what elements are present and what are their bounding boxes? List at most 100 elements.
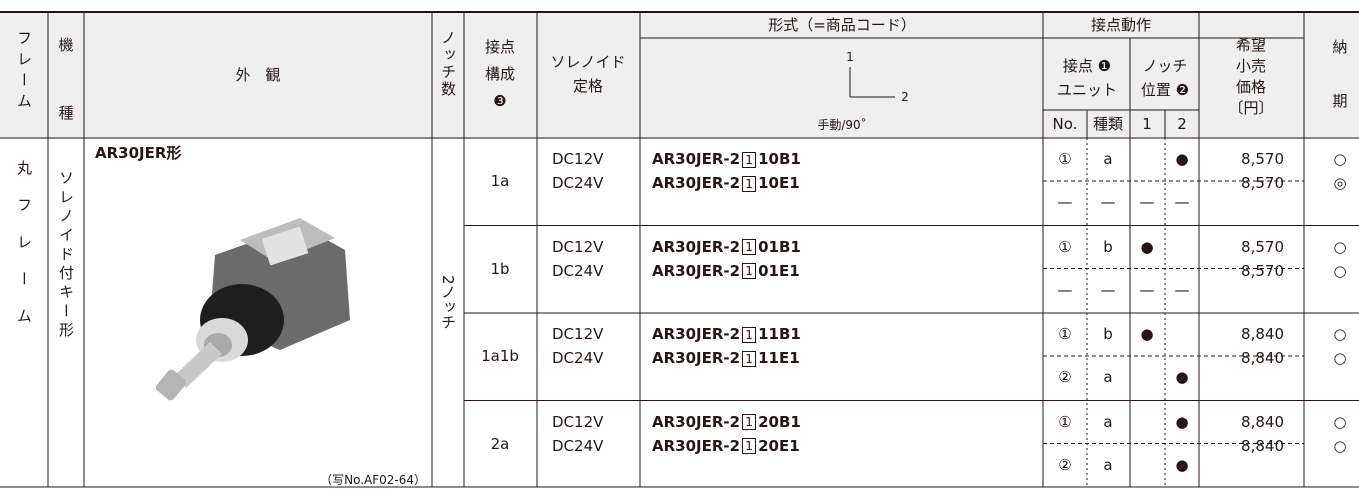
header-bg [0,12,1359,138]
code-suffix: 11B1 [758,325,801,343]
contact-kind: b [1103,237,1113,256]
contact-no: ① [1058,325,1072,343]
price: 8,570 [1241,261,1284,280]
model-label: ソレノイド付キー形 [57,170,75,341]
contact-unit-header: 接点 ❶ [1062,57,1112,75]
contact-no: — [1057,280,1073,299]
contact-config-header: 構成 [484,65,515,83]
contact-no: ① [1058,412,1072,431]
contact-no: ② [1058,368,1072,386]
code-suffix: 10B1 [758,150,801,168]
diagram-label: 1 [846,50,854,64]
code-suffix: 20E1 [758,436,800,455]
diagram-label: 2 [901,90,909,104]
notch-pos: ● [1140,237,1154,256]
notch-pos: ● [1140,325,1154,343]
model-header: 種 [58,104,74,122]
code-box: 1 [742,326,757,343]
contact-kind: — [1100,280,1116,299]
price: 8,840 [1241,436,1284,455]
delivery-header: 納 [1332,38,1348,56]
product-code: AR30JER-2 1 11E1 [652,348,800,368]
code-box: 1 [742,438,757,454]
delivery: ○ [1333,325,1347,343]
notch-pos: — [1139,193,1155,211]
type-header: 形式（=商品コード） [768,16,916,34]
notch-pos: ● [1175,150,1189,168]
appearance-header: 外 観 [235,66,281,84]
code-prefix: AR30JER-2 [652,349,741,367]
delivery: ◎ [1333,174,1347,192]
contact-kind: b [1103,325,1113,343]
pos-header: 2 [1177,115,1187,133]
code-suffix: 11E1 [758,349,800,367]
solenoid-rating: DC24V [552,174,604,192]
code-prefix: AR30JER-2 [652,150,741,168]
price-header: 希望 [1235,36,1266,54]
code-box: 1 [742,263,757,279]
contact-config-header: 接点 [484,38,515,56]
price-header: 小売 [1235,57,1266,75]
notch-pos: — [1174,193,1190,211]
price-header: 〔円〕 [1228,99,1274,117]
contact-kind: — [1100,193,1116,211]
product-code: AR30JER-2 1 01B1 [652,237,801,257]
model-header: 機 [58,36,74,54]
product-code: AR30JER-2 1 11B1 [652,324,801,344]
product-photo [155,218,350,401]
contact-action-header: 接点動作 [1090,16,1151,34]
kind-header: 種類 [1092,115,1123,133]
pos-header: 1 [1142,115,1152,133]
solenoid-rating: DC12V [552,325,604,343]
solenoid-rating: DC24V [552,436,604,455]
code-box: 1 [742,239,757,255]
product-code: AR30JER-2 1 20B1 [652,412,801,432]
code-prefix: AR30JER-2 [652,261,741,280]
notches-label: 2ノッチ [439,275,457,330]
code-prefix: AR30JER-2 [652,436,741,455]
solenoid-header: ソレノイド [550,53,626,71]
product-code: AR30JER-2 1 01E1 [652,261,800,281]
code-suffix: 01B1 [758,237,801,256]
delivery: ○ [1333,237,1347,256]
solenoid-rating: DC12V [552,237,604,256]
solenoid-rating: DC24V [552,261,604,280]
contact-kind: a [1103,150,1113,168]
price-header: 価格 [1235,78,1266,96]
delivery: ○ [1333,412,1347,431]
delivery: ○ [1333,150,1347,168]
contact-config: 1b [490,259,510,278]
frame-label: 丸フレーム [15,160,33,345]
solenoid-header: 定格 [572,77,603,95]
contact-config-header: ❸ [493,92,507,110]
contact-no: — [1057,193,1073,211]
contact-config: 2a [490,434,510,453]
contact-kind: a [1103,412,1113,431]
solenoid-rating: DC24V [552,349,604,367]
delivery: ○ [1333,436,1347,455]
frame-header: フレーム [15,30,33,114]
code-suffix: 01E1 [758,261,800,280]
price: 8,840 [1241,325,1284,343]
delivery: ○ [1333,349,1347,367]
notch-pos: — [1174,280,1190,299]
product-code: AR30JER-2 1 20E1 [652,436,800,456]
contact-no: ① [1058,150,1072,168]
product-code: AR30JER-2 1 10B1 [652,149,801,169]
contact-kind: a [1103,368,1113,386]
product-code: AR30JER-2 1 10E1 [652,173,800,193]
no-header: No. [1052,115,1078,133]
delivery-header: 期 [1332,92,1348,110]
code-prefix: AR30JER-2 [652,412,741,431]
contact-no: ① [1058,237,1072,256]
contact-unit-header: ユニット [1056,81,1117,99]
delivery: ○ [1333,261,1347,280]
notch-pos: ● [1175,455,1189,474]
solenoid-rating: DC12V [552,412,604,431]
price: 8,840 [1241,412,1284,431]
code-suffix: 10E1 [758,174,800,192]
code-prefix: AR30JER-2 [652,237,741,256]
notch-pos: ● [1175,368,1189,386]
code-prefix: AR30JER-2 [652,174,741,192]
